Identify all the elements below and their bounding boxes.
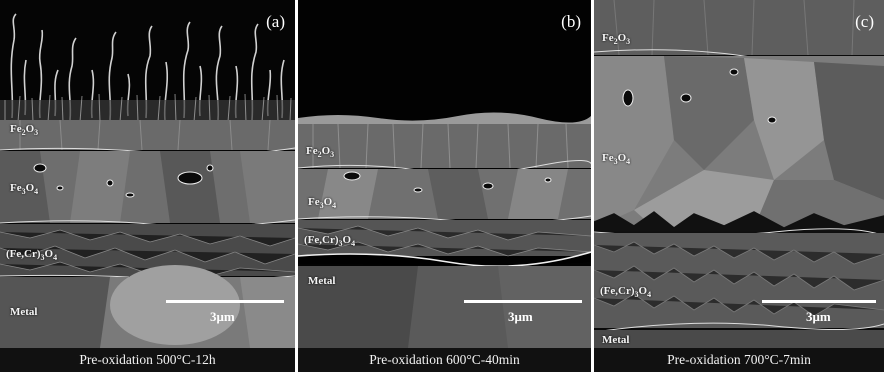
layer-label-metal: Metal <box>602 334 630 346</box>
micrograph-panel-c: (c) Fe2O3 Fe3O4 (Fe,Cr)3O4 Metal 3μm Pre… <box>594 0 884 372</box>
layer-label-fe2o3: Fe2O3 <box>602 32 631 47</box>
panel-letter-b: (b) <box>561 12 581 31</box>
layer-label-spinel: (Fe,Cr)3O4 <box>600 285 652 300</box>
scale-label: 3μm <box>508 309 533 324</box>
sem-image-b <box>298 0 591 348</box>
panel-caption: Pre-oxidation 700°C-7min <box>594 348 884 372</box>
panel-caption: Pre-oxidation 600°C-40min <box>298 348 591 372</box>
scale-bar <box>464 300 582 303</box>
sem-image-a <box>0 0 295 348</box>
layer-label-metal: Metal <box>10 306 38 318</box>
micrograph-panel-b: (b) Fe2O3 Fe3O4 (Fe,Cr)3O4 Metal 3μm Pre… <box>298 0 591 372</box>
layer-label-metal: Metal <box>308 275 336 287</box>
scale-bar <box>762 300 876 303</box>
panel-letter-a: (a) <box>266 12 285 31</box>
sem-image-c <box>594 0 884 348</box>
layer-label-fe2o3: Fe2O3 <box>306 145 335 160</box>
scale-label: 3μm <box>210 309 235 324</box>
panel-caption: Pre-oxidation 500°C-12h <box>0 348 295 372</box>
micrograph-panel-a: (a) Fe2O3 Fe3O4 (Fe,Cr)3O4 Metal 3μm Pre… <box>0 0 295 372</box>
scale-bar <box>166 300 284 303</box>
layer-label-spinel: (Fe,Cr)3O4 <box>6 248 58 263</box>
layer-label-fe3o4: Fe3O4 <box>308 196 337 211</box>
layer-label-fe3o4: Fe3O4 <box>602 152 631 167</box>
layer-label-fe3o4: Fe3O4 <box>10 182 39 197</box>
panel-letter-c: (c) <box>855 12 874 31</box>
layer-label-spinel: (Fe,Cr)3O4 <box>304 234 356 249</box>
layer-label-fe2o3: Fe2O3 <box>10 123 39 138</box>
scale-label: 3μm <box>806 309 831 324</box>
